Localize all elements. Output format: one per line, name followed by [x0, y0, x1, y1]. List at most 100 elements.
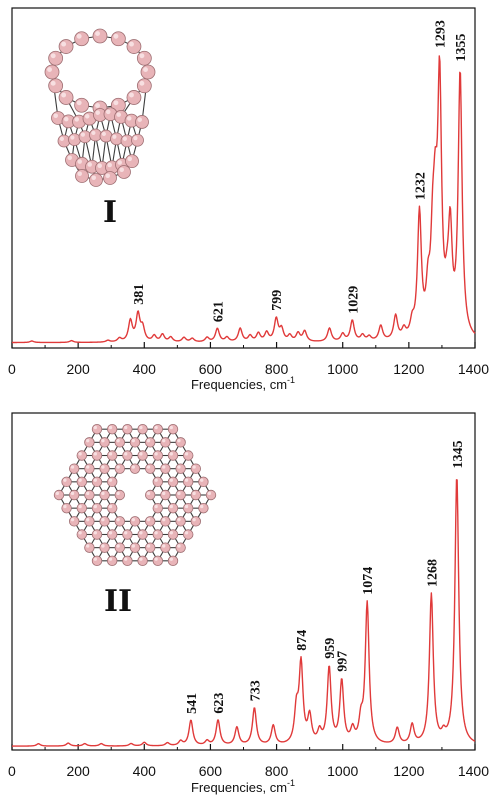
- x-tick-label: 0: [8, 763, 16, 779]
- atom: [135, 115, 149, 129]
- atom: [68, 489, 80, 501]
- atom-highlight: [116, 112, 121, 117]
- atom-highlight: [87, 162, 92, 167]
- x-tick-label: 0: [8, 361, 16, 377]
- atom: [91, 450, 103, 461]
- spectrum-panel-II: 0 200 400 600 800 1000 1200 1400 541 623 733 874 95…: [8, 412, 489, 795]
- atom: [152, 476, 164, 488]
- atom: [160, 463, 171, 474]
- atom-highlight: [184, 478, 189, 482]
- peak-label: 1345: [451, 441, 466, 469]
- atom-highlight: [91, 175, 96, 181]
- atom-highlight: [86, 517, 90, 522]
- atom: [182, 450, 194, 461]
- peak-label: 799: [270, 290, 285, 311]
- atom: [160, 542, 171, 553]
- x-tick-label: 600: [199, 763, 223, 779]
- atom-highlight: [192, 491, 196, 495]
- spectrum-line-II: [11, 479, 476, 747]
- x-tick-label: 1000: [327, 361, 358, 377]
- atom: [152, 450, 164, 461]
- atom: [110, 132, 123, 146]
- atom: [198, 502, 209, 514]
- atom-highlight: [116, 517, 120, 522]
- atom: [182, 529, 194, 540]
- atom: [103, 171, 117, 185]
- atom-highlight: [97, 163, 102, 168]
- x-tick-label: 400: [133, 763, 157, 779]
- atom-highlight: [200, 478, 204, 482]
- atom: [58, 90, 74, 105]
- atom-highlight: [192, 517, 196, 522]
- molecule-I-structure: [44, 28, 156, 187]
- atom: [99, 489, 110, 501]
- atom: [110, 31, 126, 47]
- atom-highlight: [105, 109, 111, 115]
- x-tick-label: 1400: [458, 763, 489, 779]
- atom-highlight: [169, 478, 174, 482]
- atom: [78, 130, 92, 144]
- atom-highlight: [93, 478, 97, 482]
- atom-highlight: [137, 117, 143, 122]
- atom-highlight: [116, 438, 120, 443]
- atom-highlight: [108, 478, 113, 482]
- atom: [91, 555, 103, 567]
- atom-highlight: [124, 452, 128, 456]
- atom-highlight: [78, 504, 82, 509]
- atom-highlight: [177, 544, 181, 548]
- atom-highlight: [101, 465, 105, 469]
- atom: [167, 529, 179, 540]
- atom-highlight: [108, 504, 113, 509]
- atom-highlight: [77, 171, 82, 177]
- atom-highlight: [122, 136, 127, 141]
- atom-highlight: [70, 517, 75, 522]
- atom-highlight: [101, 544, 105, 548]
- atom-highlight: [86, 438, 90, 443]
- peak-label: 959: [323, 638, 338, 659]
- atom: [99, 516, 110, 527]
- atom-highlight: [146, 491, 151, 495]
- atom-highlight: [108, 557, 113, 561]
- atom: [84, 542, 95, 553]
- x-tick-label: 1000: [327, 763, 358, 779]
- atom-highlight: [200, 504, 204, 509]
- atom-highlight: [117, 160, 122, 165]
- atom-highlight: [113, 33, 119, 39]
- atom-highlight: [139, 53, 145, 59]
- atom: [144, 516, 156, 527]
- atom-highlight: [143, 67, 148, 73]
- atom-highlight: [86, 465, 90, 469]
- atom-highlight: [139, 557, 143, 561]
- atom-highlight: [78, 452, 82, 456]
- panel-label-I: I: [103, 195, 117, 230]
- atom: [136, 50, 152, 66]
- atom: [44, 64, 60, 80]
- atom: [48, 78, 64, 94]
- atom-highlight: [47, 67, 52, 73]
- atom-highlight: [50, 80, 56, 86]
- x-axis-ticks-I: 0 200 400 600 800 1000 1200 1400: [8, 342, 489, 377]
- atom: [167, 450, 179, 461]
- atom: [152, 555, 164, 567]
- atom-highlight: [124, 425, 128, 430]
- atom: [129, 437, 141, 448]
- atom: [182, 476, 194, 488]
- atom: [126, 90, 142, 105]
- atom-highlight: [95, 31, 101, 36]
- atom: [167, 502, 179, 514]
- atom-highlight: [124, 531, 128, 535]
- atom-highlight: [70, 465, 75, 469]
- atom-highlight: [77, 159, 82, 164]
- x-axis-ticks-II: 0 200 400 600 800 1000 1200 1400: [8, 744, 489, 779]
- atom-highlight: [146, 465, 151, 469]
- atom-highlight: [169, 557, 174, 561]
- atom-highlight: [177, 517, 181, 522]
- atom-highlight: [112, 134, 117, 139]
- atom: [190, 516, 202, 527]
- atom-highlight: [192, 465, 196, 469]
- atom: [125, 154, 139, 169]
- atom-highlight: [162, 517, 166, 522]
- atom: [175, 516, 186, 527]
- x-axis-title-sup-I: -1: [287, 375, 295, 385]
- atom-highlight: [84, 114, 90, 119]
